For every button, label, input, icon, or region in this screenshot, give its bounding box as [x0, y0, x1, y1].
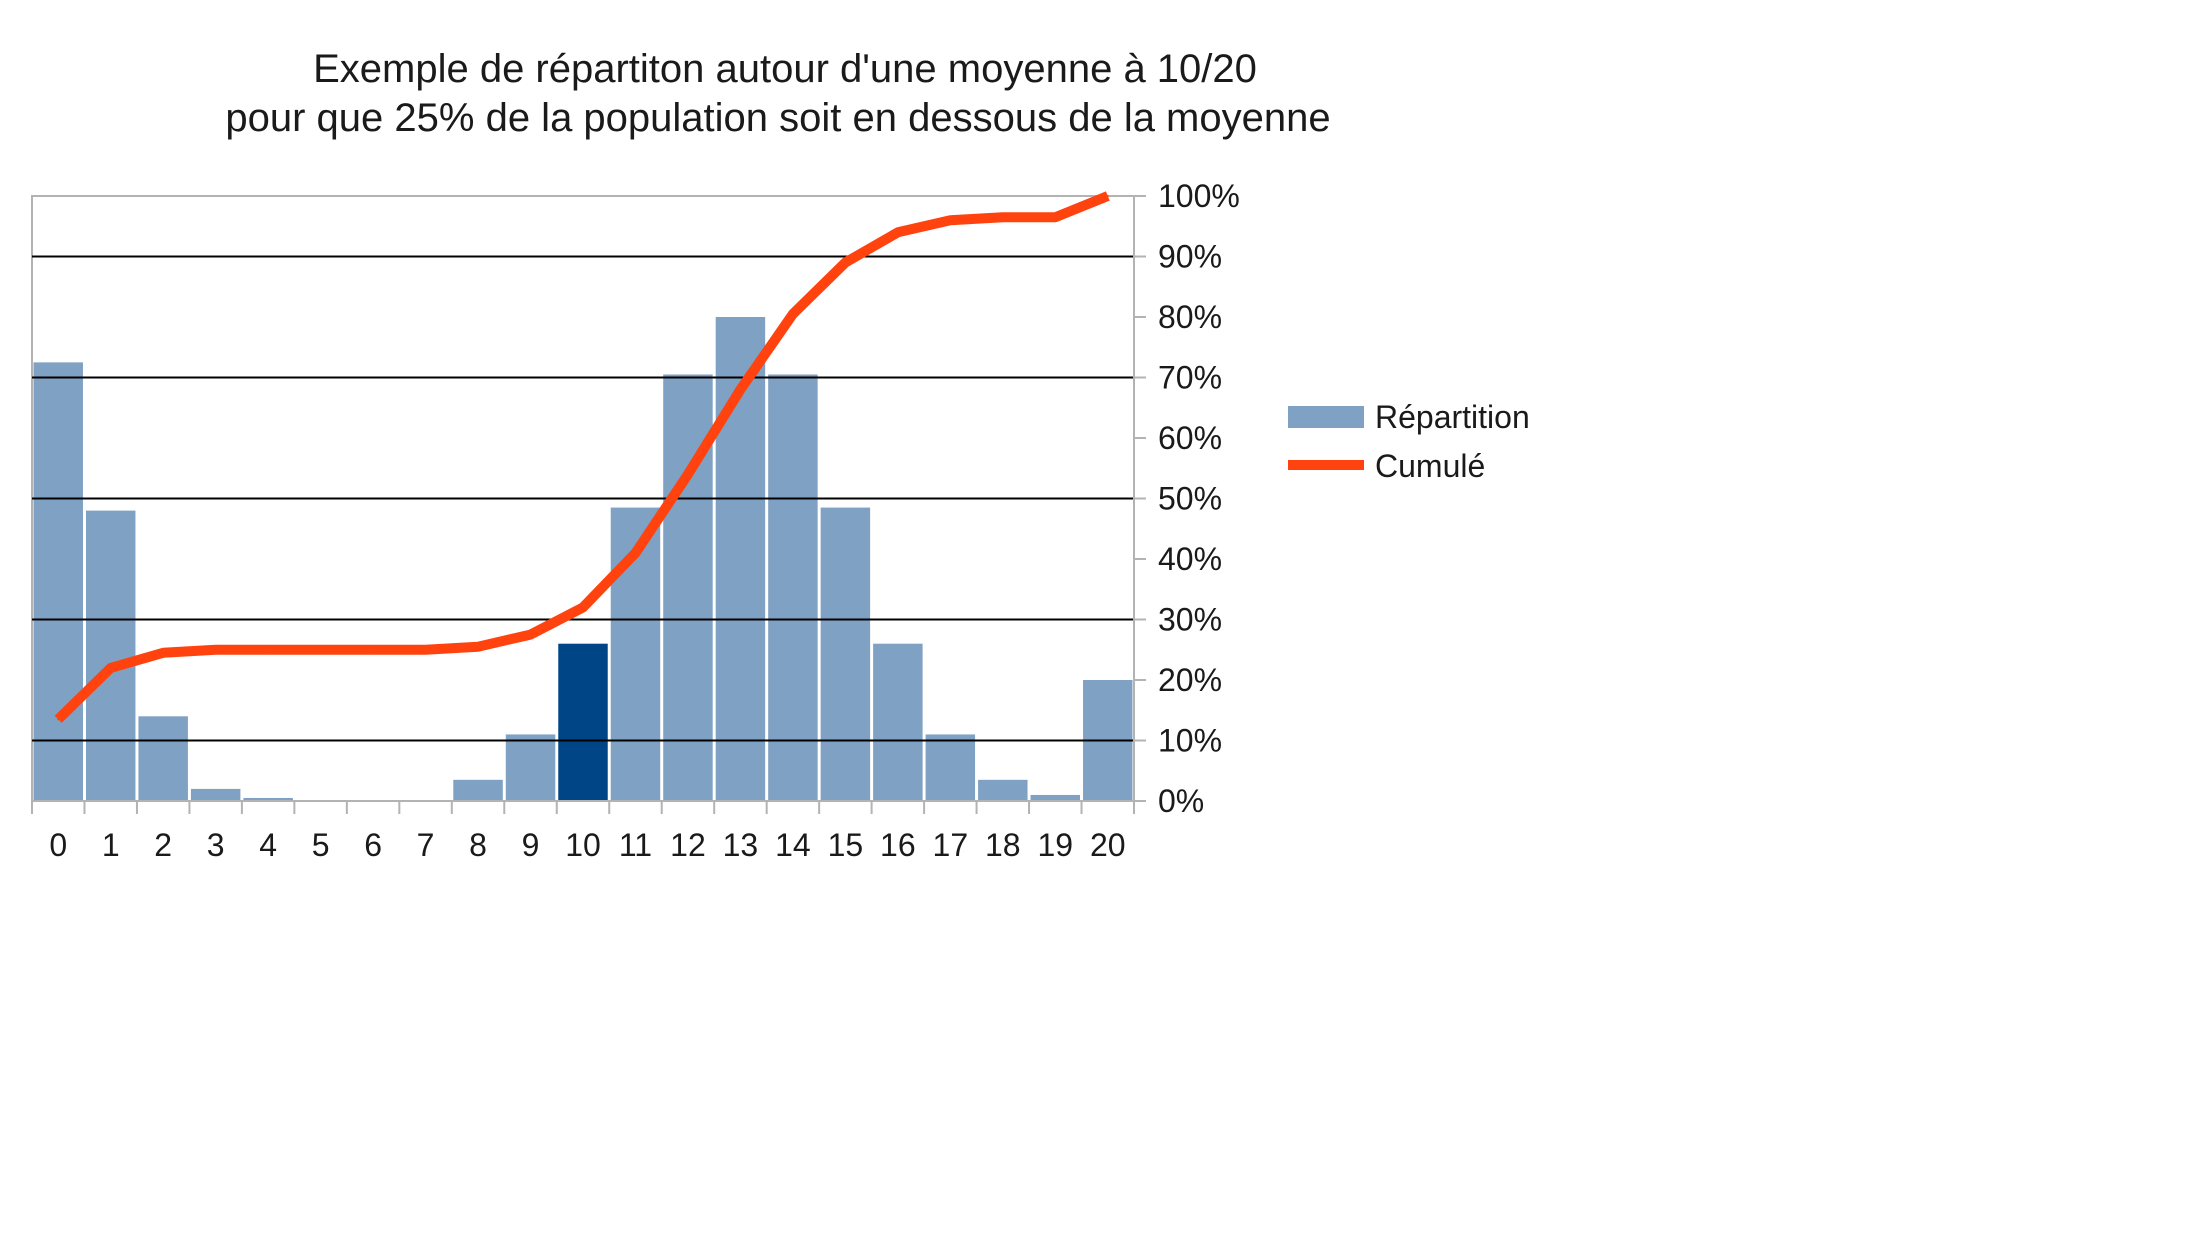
y-tick-label-20: 20% — [1158, 662, 1222, 698]
y-tick-label-90: 90% — [1158, 239, 1222, 275]
cumule-point-0 — [57, 718, 60, 721]
cumule-point-9 — [529, 633, 532, 636]
cumule-point-4 — [267, 648, 270, 651]
x-tick-label-12: 12 — [670, 827, 706, 863]
x-tick-label-14: 14 — [775, 827, 811, 863]
x-tick-label-3: 3 — [207, 827, 225, 863]
x-tick-label-16: 16 — [880, 827, 916, 863]
legend-label-cumule: Cumulé — [1375, 448, 1485, 484]
cumule-point-6 — [372, 648, 375, 651]
cumule-point-20 — [1106, 195, 1109, 197]
cumule-point-19 — [1054, 216, 1057, 219]
bar-16 — [873, 643, 923, 801]
cumule-point-14 — [791, 312, 794, 315]
cumule-point-3 — [214, 648, 217, 651]
legend-label-repartition: Répartition — [1375, 399, 1530, 435]
cumule-point-11 — [634, 551, 637, 554]
x-tick-label-9: 9 — [522, 827, 540, 863]
chart-title-line-1: Exemple de répartiton autour d'une moyen… — [313, 47, 1257, 91]
cumule-point-2 — [162, 651, 165, 654]
x-tick-label-18: 18 — [985, 827, 1021, 863]
x-tick-label-6: 6 — [364, 827, 382, 863]
bar-9 — [505, 734, 556, 801]
cumule-point-8 — [477, 645, 480, 648]
x-tick-label-2: 2 — [154, 827, 172, 863]
bar-14 — [768, 374, 818, 801]
cumule-point-10 — [582, 606, 584, 609]
x-tick-label-5: 5 — [312, 827, 330, 863]
y-tick-label-60: 60% — [1158, 420, 1222, 456]
bar-2 — [138, 716, 188, 801]
x-tick-label-15: 15 — [828, 827, 864, 863]
y-tick-label-70: 70% — [1158, 360, 1222, 396]
bar-3 — [190, 788, 241, 801]
bar-18 — [978, 779, 1028, 801]
legend: Répartition Cumulé — [1288, 399, 1530, 484]
x-tick-label-1: 1 — [102, 827, 120, 863]
x-tick-label-10: 10 — [565, 827, 601, 863]
cumule-point-13 — [739, 388, 742, 391]
x-tick-label-8: 8 — [469, 827, 487, 863]
bar-0 — [33, 362, 83, 801]
chart: Exemple de répartiton autour d'une moyen… — [31, 47, 1530, 863]
cumule-point-17 — [949, 219, 952, 222]
x-tick-label-0: 0 — [49, 827, 67, 863]
chart-title-line-2: pour que 25% de la population soit en de… — [225, 96, 1330, 140]
chart-title: Exemple de répartiton autour d'une moyen… — [225, 47, 1330, 140]
x-tick-label-17: 17 — [933, 827, 969, 863]
cumule-point-15 — [844, 261, 847, 264]
x-tick-label-4: 4 — [259, 827, 277, 863]
y-tick-label-50: 50% — [1158, 481, 1222, 517]
y-tick-label-40: 40% — [1158, 541, 1222, 577]
y-tick-label-30: 30% — [1158, 602, 1222, 638]
bar-17 — [925, 734, 976, 801]
x-tick-label-13: 13 — [723, 827, 759, 863]
cumule-point-7 — [424, 648, 427, 651]
bar-10 — [558, 643, 608, 801]
legend-swatch-repartition — [1288, 406, 1364, 428]
y-tick-label-80: 80% — [1158, 299, 1222, 335]
cumule-point-18 — [1001, 216, 1004, 219]
bar-19 — [1030, 794, 1081, 801]
bar-1 — [85, 510, 136, 801]
cumule-point-5 — [319, 648, 322, 651]
x-tick-label-11: 11 — [619, 827, 652, 863]
cumule-point-16 — [896, 231, 899, 234]
y-tick-label-100: 100% — [1158, 178, 1240, 214]
x-tick-label-19: 19 — [1037, 827, 1073, 863]
y-tick-label-10: 10% — [1158, 723, 1222, 759]
cumule-point-12 — [686, 473, 689, 476]
plot-area: 0%10%20%30%40%50%60%70%80%90%100%0 1 2 3 4 5 6… — [31, 178, 1240, 863]
bar-15 — [820, 507, 871, 801]
bar-8 — [453, 779, 503, 801]
cumule-point-1 — [109, 666, 112, 669]
bar-4 — [243, 797, 293, 801]
x-tick-label-20: 20 — [1090, 827, 1126, 863]
y-tick-label-0: 0% — [1158, 783, 1204, 819]
x-tick-label-7: 7 — [417, 827, 435, 863]
